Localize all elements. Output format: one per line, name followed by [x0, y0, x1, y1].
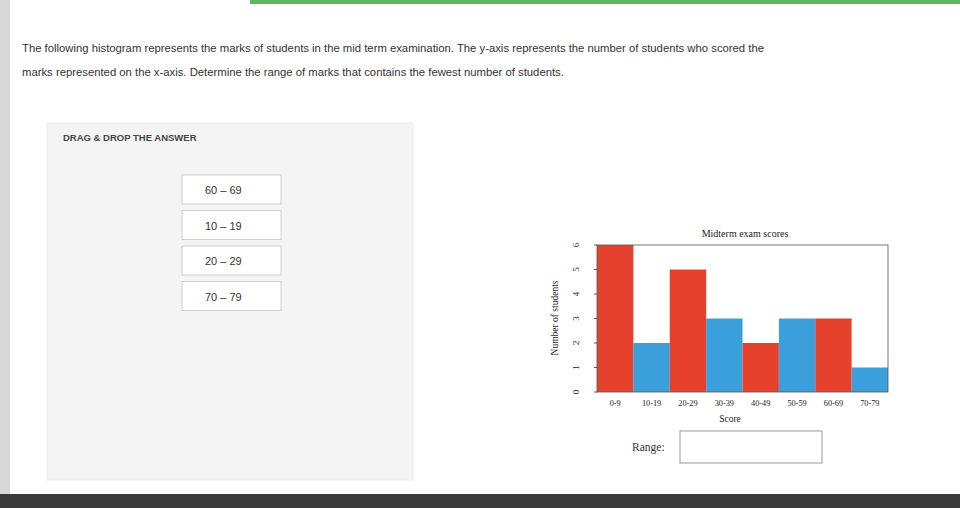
- tick-mark: [594, 294, 597, 295]
- bar: [743, 343, 779, 392]
- bars: [597, 245, 888, 392]
- option-label[interactable]: 70 – 79: [205, 291, 242, 303]
- tick-mark: [594, 245, 597, 246]
- tick-mark: [594, 269, 597, 270]
- x-tick-label: 60-69: [824, 399, 843, 408]
- drop-box[interactable]: [680, 431, 822, 463]
- answer-label: Range:: [632, 441, 665, 454]
- x-tick-label: 70-79: [860, 399, 879, 408]
- x-tick-label: 50-59: [787, 399, 806, 408]
- top-bar: [250, 0, 960, 4]
- option-label[interactable]: 60 – 69: [205, 184, 242, 196]
- option-tile[interactable]: [182, 246, 281, 275]
- bar: [779, 319, 815, 393]
- bottom-bar: [0, 494, 960, 508]
- tick-mark: [594, 392, 597, 393]
- x-tick-label: 20-29: [678, 399, 697, 408]
- tick-mark: [594, 367, 597, 368]
- bar: [815, 319, 851, 393]
- bar: [670, 270, 706, 393]
- y-tick-label: 6: [571, 242, 581, 247]
- chart-title: Midterm exam scores: [702, 228, 789, 239]
- instruction: DRAG & DROP THE ANSWER: [63, 132, 197, 143]
- x-tick-label: 10-19: [642, 399, 661, 408]
- option-tile[interactable]: [182, 282, 281, 311]
- question-text: The following histogram represents the m…: [22, 42, 764, 54]
- y-tick-label: 1: [571, 365, 581, 370]
- option-label[interactable]: 20 – 29: [205, 255, 242, 267]
- question-text: marks represented on the x-axis. Determi…: [22, 66, 564, 78]
- x-tick-label: 0-9: [610, 399, 621, 408]
- option-tile[interactable]: [182, 175, 281, 204]
- y-tick-label: 4: [571, 291, 581, 296]
- bar: [597, 245, 633, 392]
- y-tick-label: 5: [571, 267, 581, 272]
- bar: [706, 319, 742, 393]
- option-label[interactable]: 10 – 19: [205, 220, 242, 232]
- y-tick-label: 2: [571, 341, 581, 346]
- tick-mark: [594, 343, 597, 344]
- tick-mark: [594, 318, 597, 319]
- bar: [852, 368, 888, 393]
- y-axis-label: Number of students: [550, 280, 560, 355]
- y-tick-label: 3: [571, 316, 581, 321]
- bar: [633, 343, 669, 392]
- plot-frame: [597, 245, 888, 392]
- x-tick-label: 40-49: [751, 399, 770, 408]
- background: [0, 0, 960, 508]
- left-edge: [0, 0, 10, 508]
- option-tile[interactable]: [182, 211, 281, 240]
- page: The following histogram represents the m…: [0, 0, 960, 508]
- x-axis-label: Score: [719, 414, 741, 424]
- x-tick-label: 30-39: [715, 399, 734, 408]
- answer-panel: [47, 123, 413, 480]
- y-tick-label: 0: [571, 389, 581, 394]
